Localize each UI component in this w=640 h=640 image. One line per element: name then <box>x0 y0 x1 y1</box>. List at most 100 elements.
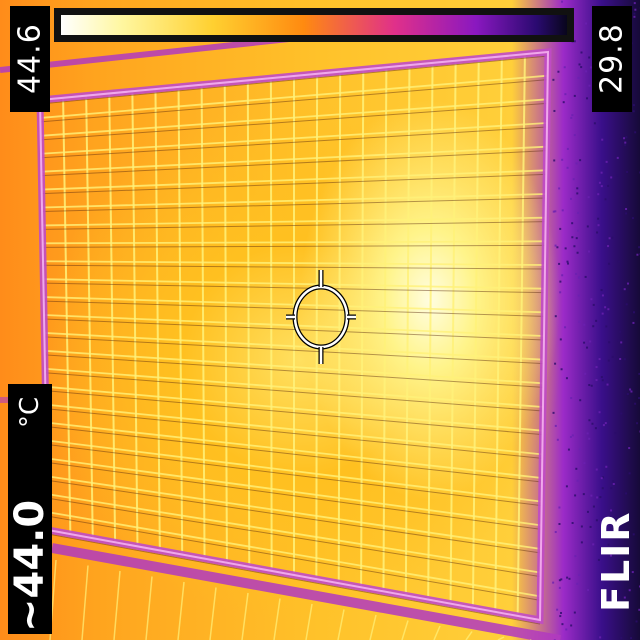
thermal-noise-speck <box>576 162 578 164</box>
thermal-noise-speck <box>602 294 604 296</box>
thermal-noise-speck <box>578 574 580 576</box>
thermal-noise-speck <box>617 174 619 176</box>
thermal-noise-speck <box>561 1 563 3</box>
thermal-noise-speck <box>623 137 625 139</box>
thermal-noise-speck <box>633 13 635 15</box>
lower-panel-line <box>466 632 472 640</box>
thermal-noise-speck <box>594 122 596 124</box>
thermal-noise-speck <box>593 506 595 508</box>
lower-panel-line <box>338 610 344 640</box>
lower-panel-line <box>82 566 88 640</box>
thermal-noise-speck <box>605 466 607 468</box>
thermal-noise-speck <box>588 85 590 87</box>
thermal-noise-speck <box>605 325 607 327</box>
thermal-noise-speck <box>627 283 629 285</box>
lower-panel-line <box>114 571 120 640</box>
thermal-noise-speck <box>601 289 603 291</box>
thermal-noise-speck <box>610 176 612 178</box>
scale-max-label: 44.6 <box>10 6 50 112</box>
thermal-noise-speck <box>607 308 609 310</box>
thermal-noise-speck <box>618 340 620 342</box>
thermal-noise-speck <box>598 224 600 226</box>
thermal-noise-speck <box>574 95 576 97</box>
thermal-noise-speck <box>575 273 577 275</box>
thermal-noise-speck <box>597 193 599 195</box>
thermal-noise-speck <box>572 522 574 524</box>
thermal-noise-speck <box>552 582 554 584</box>
thermal-noise-speck <box>564 66 566 68</box>
thermal-noise-speck <box>634 9 636 11</box>
thermal-noise-speck <box>570 436 572 438</box>
thermal-noise-speck <box>570 624 572 626</box>
scale-min-label: 29.8 <box>592 6 632 112</box>
thermal-noise-speck <box>634 2 636 4</box>
lower-panel-line <box>434 626 440 640</box>
thermal-noise-speck <box>561 368 563 370</box>
thermal-noise-speck <box>633 311 635 313</box>
thermal-noise-speck <box>588 384 590 386</box>
thermal-noise-speck <box>618 261 620 263</box>
thermal-noise-speck <box>566 485 568 487</box>
thermal-noise-speck <box>626 171 628 173</box>
thermal-noise-speck <box>583 324 585 326</box>
thermal-noise-speck <box>571 236 573 238</box>
panel-row-line <box>43 241 546 243</box>
thermal-noise-speck <box>570 198 572 200</box>
thermal-noise-speck <box>583 493 585 495</box>
thermal-noise-speck <box>633 16 635 18</box>
thermal-noise-speck <box>576 237 578 239</box>
thermal-noise-speck <box>619 331 621 333</box>
thermal-noise-speck <box>608 341 610 343</box>
thermal-noise-speck <box>605 422 607 424</box>
thermal-noise-speck <box>553 159 555 161</box>
thermal-noise-speck <box>556 246 558 248</box>
thermal-noise-speck <box>604 198 606 200</box>
thermal-noise-speck <box>567 263 569 265</box>
thermal-noise-speck <box>562 209 564 211</box>
thermal-noise-speck <box>555 531 557 533</box>
thermal-noise-speck <box>624 358 626 360</box>
thermal-noise-speck <box>578 277 580 279</box>
thermal-noise-speck <box>595 379 597 381</box>
thermal-noise-speck <box>579 159 581 161</box>
thermal-noise-speck <box>558 523 560 525</box>
thermal-noise-speck <box>595 320 597 322</box>
spot-unit-label: °C <box>8 388 52 436</box>
thermal-noise-speck <box>591 385 593 387</box>
thermal-noise-speck <box>587 432 589 434</box>
lower-panel-line <box>210 588 216 640</box>
thermal-noise-speck <box>559 228 561 230</box>
thermal-noise-speck <box>581 541 583 543</box>
thermal-noise-speck <box>557 439 559 441</box>
thermal-noise-speck <box>574 40 576 42</box>
thermal-noise-speck <box>601 172 603 174</box>
thermal-noise-speck <box>576 192 578 194</box>
adjacent-panel-edge <box>52 548 560 640</box>
thermal-noise-speck <box>612 356 614 358</box>
thermal-noise-speck <box>590 495 592 497</box>
thermal-noise-speck <box>587 225 589 227</box>
thermal-noise-speck <box>575 468 577 470</box>
thermal-noise-speck <box>560 338 562 340</box>
thermal-noise-speck <box>602 487 604 489</box>
thermal-noise-speck <box>632 322 634 324</box>
thermal-noise-speck <box>580 51 582 53</box>
lower-panel-line <box>242 593 248 640</box>
thermal-noise-speck <box>619 358 621 360</box>
thermal-noise-speck <box>607 384 609 386</box>
temperature-palette-bar <box>54 8 574 42</box>
thermal-noise-speck <box>554 363 556 365</box>
thermal-noise-speck <box>579 63 581 65</box>
thermal-noise-speck <box>590 526 592 528</box>
spot-meter-crosshair-icon <box>284 268 358 366</box>
palette-gradient <box>61 15 567 35</box>
thermal-noise-speck <box>568 578 570 580</box>
thermal-noise-speck <box>601 376 603 378</box>
thermal-noise-speck <box>559 587 561 589</box>
thermal-noise-speck <box>599 182 601 184</box>
thermal-noise-speck <box>610 487 612 489</box>
thermal-noise-speck <box>579 399 581 401</box>
thermal-noise-speck <box>633 104 635 106</box>
thermal-noise-speck <box>573 178 575 180</box>
thermal-noise-speck <box>634 403 636 405</box>
